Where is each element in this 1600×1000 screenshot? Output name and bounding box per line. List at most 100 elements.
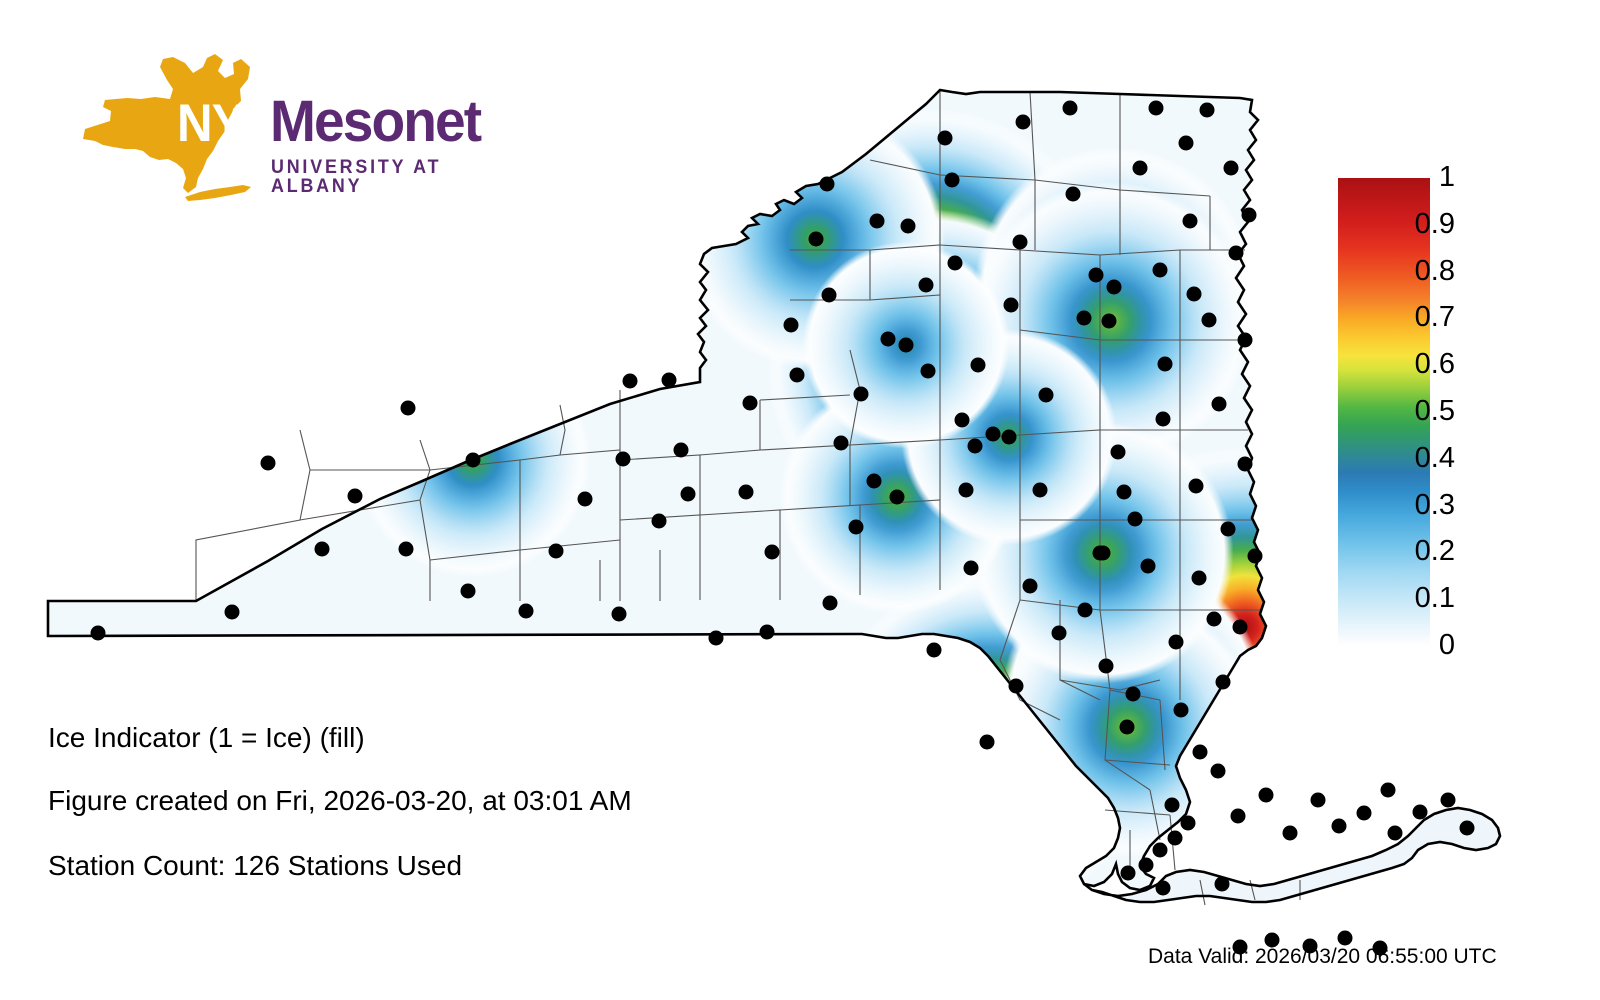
colorbar-gradient <box>1338 178 1430 646</box>
station-dot <box>1106 279 1122 295</box>
logo-university-text: UNIVERSITY AT ALBANY <box>271 157 442 197</box>
station-dot <box>1110 444 1126 460</box>
station-dot <box>963 560 979 576</box>
station-dot <box>1003 297 1019 313</box>
county-border-line <box>519 404 566 461</box>
station-dot <box>577 491 593 507</box>
station-dot <box>1088 267 1104 283</box>
station-dot <box>260 455 276 471</box>
station-dot <box>1076 310 1092 326</box>
station-dot <box>1015 114 1031 130</box>
station-dot <box>1155 880 1171 896</box>
station-dots <box>90 100 1475 956</box>
county-border-line <box>1249 879 1256 901</box>
station-dot <box>979 734 995 750</box>
station-dot <box>742 395 758 411</box>
station-dot <box>548 543 564 559</box>
station-dot <box>1164 797 1180 813</box>
county-border-line <box>939 434 1021 600</box>
county-border-line <box>1099 249 1181 256</box>
station-dot <box>1116 484 1132 500</box>
logo-mesonet-text: Mesonet <box>270 89 482 154</box>
station-dot <box>1186 286 1202 302</box>
station-dot <box>1192 744 1208 760</box>
station-dot <box>460 583 476 599</box>
station-dot <box>1232 619 1248 635</box>
station-dot <box>1012 234 1028 250</box>
station-dot <box>1138 857 1154 873</box>
station-dot <box>680 486 696 502</box>
station-dot <box>926 642 942 658</box>
station-dot <box>898 337 914 353</box>
station-dot <box>853 386 869 402</box>
county-borders <box>195 90 1301 906</box>
station-dot <box>1214 876 1230 892</box>
station-dot <box>1182 213 1198 229</box>
station-dot <box>1101 313 1117 329</box>
station-dot <box>1440 792 1456 808</box>
station-dot <box>347 488 363 504</box>
station-dot <box>944 172 960 188</box>
station-dot <box>1331 818 1347 834</box>
station-dot <box>1241 207 1257 223</box>
county-border-line <box>1149 789 1161 841</box>
station-dot <box>738 484 754 500</box>
colorbar-tick-1: 1 <box>1438 161 1455 193</box>
station-dot <box>967 438 983 454</box>
station-dot <box>622 373 638 389</box>
station-dot <box>1098 658 1114 674</box>
station-dot <box>465 452 481 468</box>
colorbar-tick-0p7: 0.7 <box>1414 301 1455 334</box>
station-dot <box>1459 820 1475 836</box>
colorbar-tick-0p3: 0.3 <box>1414 488 1455 521</box>
station-dot <box>1215 674 1231 690</box>
colorbar-tick-labels: 1 0.9 0.8 0.7 0.6 0.5 0.4 0.3 0.2 0.1 0 <box>1415 0 1558 1000</box>
station-dot <box>1232 939 1248 955</box>
data-valid-caption: Data Valid: 2026/03/20 06:55:00 UTC <box>1148 945 1497 968</box>
station-dot <box>1220 521 1236 537</box>
logo-ny-state-shape <box>83 54 251 201</box>
station-dot <box>848 519 864 535</box>
station-dot <box>398 541 414 557</box>
county-border-line <box>519 539 621 551</box>
station-dot <box>1140 558 1156 574</box>
station-dot <box>1001 429 1017 445</box>
station-dot <box>1077 602 1093 618</box>
station-dot <box>1210 763 1226 779</box>
station-dot <box>1372 940 1388 956</box>
station-dot <box>1258 787 1274 803</box>
figure-created-caption: Figure created on Fri, 2026-03-20, at 03… <box>48 785 632 816</box>
station-dot <box>1157 356 1173 372</box>
county-border-line <box>939 244 1021 435</box>
station-dot <box>651 513 667 529</box>
county-border-line <box>1159 699 1166 771</box>
station-dot <box>1211 396 1227 412</box>
station-dot <box>889 489 905 505</box>
station-dot <box>611 606 627 622</box>
station-dot <box>1032 482 1048 498</box>
state-base-fill <box>48 90 1500 902</box>
station-dot <box>1127 511 1143 527</box>
station-dot <box>1120 865 1136 881</box>
station-dot <box>1412 804 1428 820</box>
colorbar-tick-0p5: 0.5 <box>1414 395 1455 427</box>
station-dot <box>1223 160 1239 176</box>
county-border-line <box>1199 879 1206 906</box>
variable-caption: Ice Indicator (1 = Ice) (fill) <box>48 722 365 753</box>
station-dot <box>947 255 963 271</box>
station-dot <box>822 595 838 611</box>
station-dot <box>1178 135 1194 151</box>
station-dot <box>1237 332 1253 348</box>
station-dot <box>1180 815 1196 831</box>
station-dot <box>1199 102 1215 118</box>
station-dot <box>1065 186 1081 202</box>
station-dot <box>918 277 934 293</box>
logo-nys-text: NYS <box>177 94 276 153</box>
station-dot <box>958 482 974 498</box>
station-dot <box>833 435 849 451</box>
station-dot <box>1337 930 1353 946</box>
county-border-line <box>559 449 621 601</box>
station-dot <box>821 287 837 303</box>
